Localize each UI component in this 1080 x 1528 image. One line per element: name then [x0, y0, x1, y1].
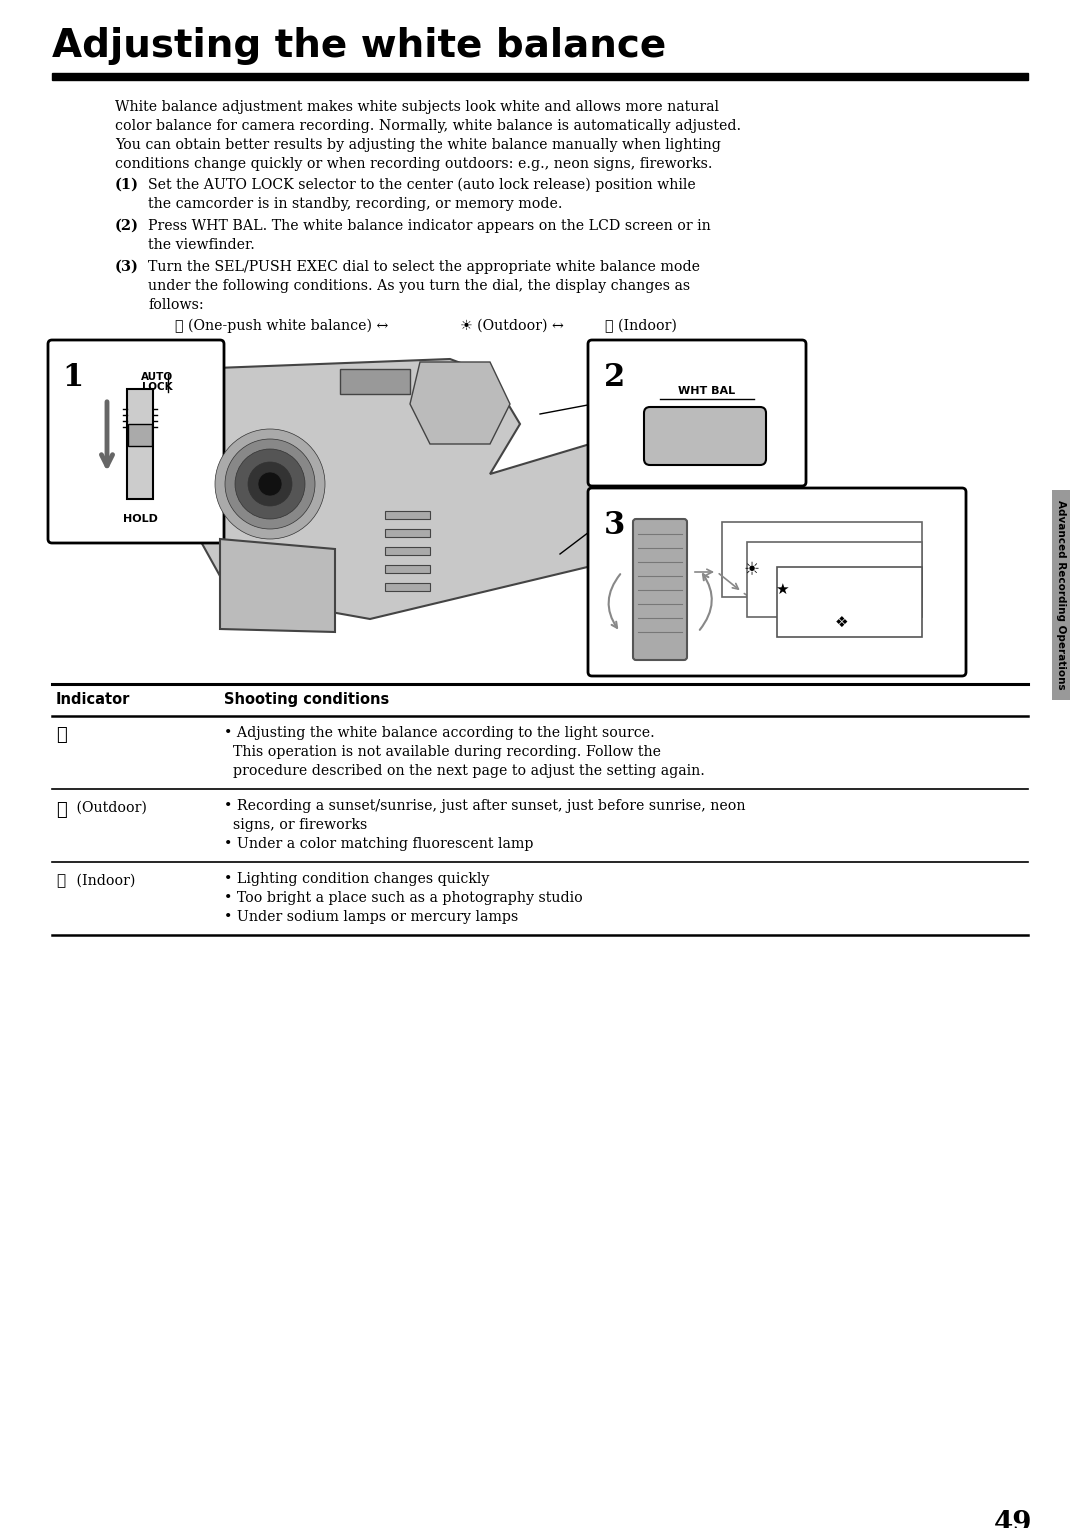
Circle shape — [258, 472, 282, 497]
Text: WHT BAL: WHT BAL — [678, 387, 735, 396]
Bar — [384, 510, 430, 520]
Text: the camcorder is in standby, recording, or memory mode.: the camcorder is in standby, recording, … — [148, 197, 563, 211]
Text: signs, or fireworks: signs, or fireworks — [224, 817, 367, 833]
Text: 3: 3 — [604, 510, 625, 541]
Bar — [127, 390, 153, 500]
Text: (Outdoor): (Outdoor) — [72, 801, 147, 814]
Bar — [129, 423, 152, 446]
Bar — [340, 368, 410, 394]
Polygon shape — [220, 539, 335, 633]
Text: ★: ★ — [56, 801, 67, 819]
Bar — [384, 529, 430, 536]
Text: Set the AUTO LOCK selector to the center (auto lock release) position while: Set the AUTO LOCK selector to the center… — [148, 177, 696, 193]
Bar — [384, 584, 430, 591]
Bar — [777, 567, 922, 637]
Text: • Adjusting the white balance according to the light source.: • Adjusting the white balance according … — [224, 726, 654, 740]
Text: HOLD: HOLD — [122, 513, 158, 524]
Text: Press WHT BAL. The white balance indicator appears on the LCD screen or in: Press WHT BAL. The white balance indicat… — [148, 219, 711, 232]
Text: ☀: ☀ — [744, 561, 760, 579]
Text: ❖ (One-push white balance) ↔: ❖ (One-push white balance) ↔ — [175, 319, 393, 333]
Text: 49: 49 — [994, 1510, 1032, 1528]
Text: color balance for camera recording. Normally, white balance is automatically adj: color balance for camera recording. Norm… — [114, 119, 741, 133]
Text: LOCK: LOCK — [141, 382, 173, 393]
Circle shape — [235, 449, 305, 520]
Circle shape — [215, 429, 325, 539]
Text: ★: ★ — [775, 582, 788, 596]
FancyBboxPatch shape — [588, 341, 806, 486]
Text: (2): (2) — [114, 219, 139, 232]
Text: ❖: ❖ — [56, 726, 67, 744]
Text: • Under sodium lamps or mercury lamps: • Under sodium lamps or mercury lamps — [224, 911, 518, 924]
Text: Advanced Recording Operations: Advanced Recording Operations — [1056, 500, 1066, 689]
FancyBboxPatch shape — [633, 520, 687, 660]
Text: Turn the SEL/PUSH EXEC dial to select the appropriate white balance mode: Turn the SEL/PUSH EXEC dial to select th… — [148, 260, 700, 274]
Text: Adjusting the white balance: Adjusting the white balance — [52, 28, 666, 66]
Text: ☀ (Outdoor) ↔: ☀ (Outdoor) ↔ — [460, 319, 568, 333]
Text: ❖: ❖ — [835, 614, 849, 630]
Text: (1): (1) — [114, 177, 139, 193]
Bar — [52, 73, 1028, 79]
Bar — [723, 523, 922, 597]
Text: • Too bright a place such as a photography studio: • Too bright a place such as a photograp… — [224, 891, 583, 905]
Circle shape — [248, 461, 292, 506]
FancyBboxPatch shape — [588, 487, 966, 675]
Text: ☆ (Indoor): ☆ (Indoor) — [605, 319, 677, 333]
Bar — [1052, 490, 1070, 700]
Text: (3): (3) — [114, 260, 139, 274]
Text: 2: 2 — [604, 362, 625, 393]
Polygon shape — [410, 362, 510, 445]
Text: (Indoor): (Indoor) — [72, 874, 135, 888]
Text: Shooting conditions: Shooting conditions — [224, 692, 389, 707]
Text: • Lighting condition changes quickly: • Lighting condition changes quickly — [224, 872, 489, 886]
FancyBboxPatch shape — [644, 406, 766, 465]
Text: procedure described on the next page to adjust the setting again.: procedure described on the next page to … — [224, 764, 705, 778]
Text: follows:: follows: — [148, 298, 204, 312]
Text: 1: 1 — [62, 362, 83, 393]
Polygon shape — [180, 359, 600, 619]
Circle shape — [225, 439, 315, 529]
Text: under the following conditions. As you turn the dial, the display changes as: under the following conditions. As you t… — [148, 280, 690, 293]
Text: ☆: ☆ — [56, 874, 65, 888]
Bar — [384, 565, 430, 573]
Text: • Recording a sunset/sunrise, just after sunset, just before sunrise, neon: • Recording a sunset/sunrise, just after… — [224, 799, 745, 813]
FancyBboxPatch shape — [48, 341, 224, 542]
Text: • Under a color matching fluorescent lamp: • Under a color matching fluorescent lam… — [224, 837, 534, 851]
Bar — [747, 542, 922, 617]
Text: White balance adjustment makes white subjects look white and allows more natural: White balance adjustment makes white sub… — [114, 99, 719, 115]
Text: conditions change quickly or when recording outdoors: e.g., neon signs, firework: conditions change quickly or when record… — [114, 157, 713, 171]
Text: You can obtain better results by adjusting the white balance manually when light: You can obtain better results by adjusti… — [114, 138, 720, 151]
Text: the viewfinder.: the viewfinder. — [148, 238, 255, 252]
Bar — [384, 547, 430, 555]
Text: Indicator: Indicator — [56, 692, 131, 707]
Text: This operation is not available during recording. Follow the: This operation is not available during r… — [224, 746, 661, 759]
Text: AUTO: AUTO — [140, 371, 173, 382]
